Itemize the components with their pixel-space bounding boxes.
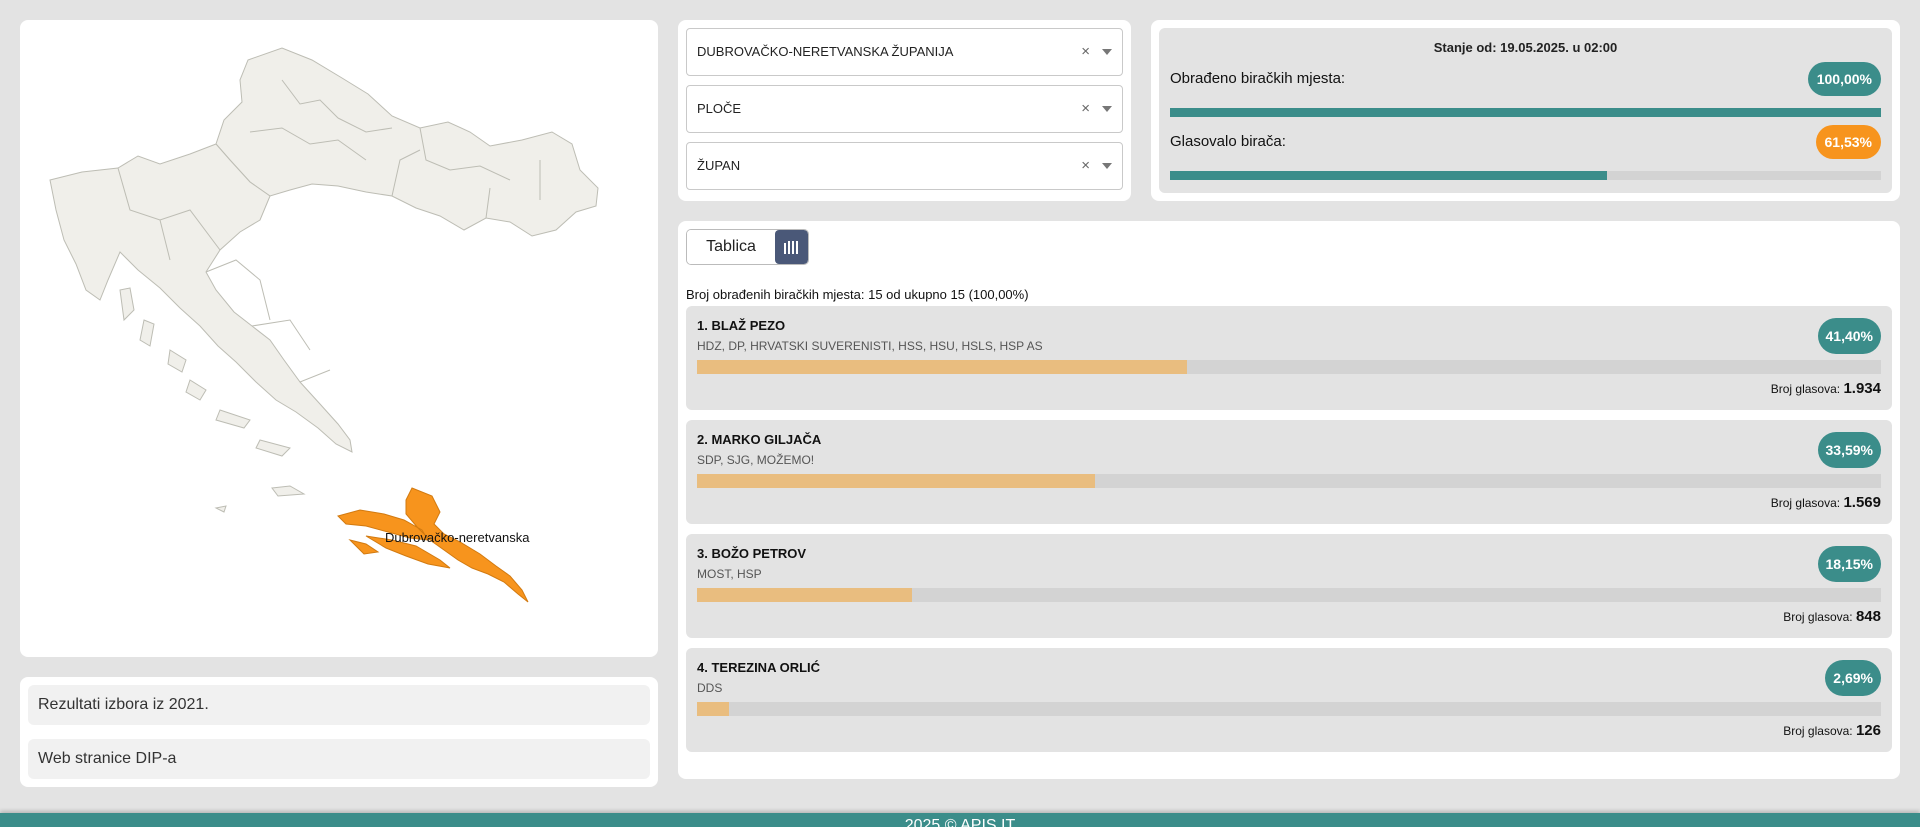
candidate-vote-bar xyxy=(697,702,1881,716)
votes-count: 1.934 xyxy=(1843,380,1881,397)
processed-progress-fill xyxy=(1170,108,1881,117)
candidate-name: 2. MARKO GILJAČA xyxy=(697,432,822,447)
votes-label: Broj glasova: xyxy=(1783,610,1853,624)
county-select-value: DUBROVAČKO-NERETVANSKA ŽUPANIJA xyxy=(697,44,954,59)
election-type-select[interactable]: ŽUPAN × xyxy=(686,142,1123,190)
status-panel: Stanje od: 19.05.2025. u 02:00 Obrađeno … xyxy=(1151,20,1900,201)
candidate-votes: Broj glasova: 126 xyxy=(1783,722,1881,739)
turnout-progress-fill xyxy=(1170,171,1608,180)
footer-copyright: 2025 © APIS IT xyxy=(904,817,1016,827)
candidate-votes: Broj glasova: 1.934 xyxy=(1771,380,1881,397)
candidate-row: 4. TEREZINA ORLIĆ DDS 2,69% Broj glasova: 1… xyxy=(686,648,1892,752)
candidate-vote-bar xyxy=(697,360,1881,374)
map-region-interior-lines xyxy=(249,79,541,219)
votes-label: Broj glasova: xyxy=(1770,496,1841,510)
footer: 2025 © APIS IT xyxy=(0,813,1920,827)
candidate-row: 1. BLAŽ PEZO HDZ, DP, HRVATSKI SUVERENIST… xyxy=(686,306,1892,410)
clear-icon[interactable]: × xyxy=(1081,43,1090,60)
status-timestamp: Stanje od: 19.05.2025. u 02:00 xyxy=(1433,40,1618,55)
candidate-parties: SDP, SJG, MOŽEMO! xyxy=(697,453,815,467)
candidate-percent-badge: 2,69% xyxy=(1825,660,1881,696)
turnout-progress-bar xyxy=(1170,171,1881,180)
candidate-row: 2. MARKO GILJAČA SDP, SJG, MOŽEMO! 33,59% B… xyxy=(686,420,1892,524)
processed-label: Obrađeno biračkih mjesta: xyxy=(1170,70,1346,87)
municipality-select-value: PLOČE xyxy=(697,101,742,116)
candidate-parties: MOST, HSP xyxy=(697,567,762,581)
candidate-percent-badge: 33,59% xyxy=(1817,432,1881,468)
candidate-percent-badge: 41,40% xyxy=(1817,318,1881,354)
candidate-name: 4. TEREZINA ORLIĆ xyxy=(697,660,821,675)
results-panel: Tablica Broj obrađenih biračkih mjesta: … xyxy=(678,221,1900,779)
view-toggle: Tablica xyxy=(686,229,809,265)
candidate-percent-badge: 18,15% xyxy=(1817,546,1881,582)
turnout-label: Glasovalo birača: xyxy=(1170,133,1286,150)
candidate-vote-bar xyxy=(697,474,1881,488)
county-select[interactable]: DUBROVAČKO-NERETVANSKA ŽUPANIJA × xyxy=(686,28,1123,76)
candidate-parties: DDS xyxy=(697,681,723,695)
map-region-west[interactable] xyxy=(49,143,353,453)
candidate-vote-bar-fill xyxy=(697,360,1188,374)
turnout-badge: 61,53% xyxy=(1815,125,1881,159)
chart-view-button[interactable] xyxy=(775,230,808,264)
candidate-name: 1. BLAŽ PEZO xyxy=(697,318,786,333)
chevron-down-icon[interactable] xyxy=(1102,163,1112,169)
candidate-name: 3. BOŽO PETROV xyxy=(697,546,807,561)
votes-label: Broj glasova: xyxy=(1770,382,1841,396)
candidate-vote-bar-fill xyxy=(697,588,912,602)
votes-count: 848 xyxy=(1855,608,1881,625)
table-view-button[interactable]: Tablica xyxy=(687,230,775,264)
votes-label: Broj glasova: xyxy=(1783,724,1853,738)
votes-count: 126 xyxy=(1855,722,1881,739)
chevron-down-icon[interactable] xyxy=(1102,106,1112,112)
candidate-parties: HDZ, DP, HRVATSKI SUVERENISTI, HSS, HSU,… xyxy=(697,339,1043,353)
candidate-votes: Broj glasova: 848 xyxy=(1783,608,1881,625)
croatia-map-svg[interactable] xyxy=(20,20,658,657)
map-region-west-lines xyxy=(117,167,331,383)
candidate-vote-bar-fill xyxy=(697,702,729,716)
map-region-label: Dubrovačko-neretvanska xyxy=(385,530,530,545)
link-results-2021[interactable]: Rezultati izbora iz 2021. xyxy=(28,685,650,725)
county-map[interactable]: Dubrovačko-neretvanska xyxy=(20,20,658,657)
processed-stations-text: Broj obrađenih biračkih mjesta: 15 od uk… xyxy=(686,287,1029,302)
candidate-row: 3. BOŽO PETROV MOST, HSP 18,15% Broj glasov… xyxy=(686,534,1892,638)
clear-icon[interactable]: × xyxy=(1081,157,1090,174)
election-type-select-value: ŽUPAN xyxy=(697,158,741,173)
filter-panel: DUBROVAČKO-NERETVANSKA ŽUPANIJA × PLOČE … xyxy=(678,20,1131,201)
candidate-votes: Broj glasova: 1.569 xyxy=(1771,494,1881,511)
bar-chart-icon xyxy=(784,241,798,254)
chevron-down-icon[interactable] xyxy=(1102,49,1112,55)
processed-progress-bar xyxy=(1170,108,1881,117)
candidate-vote-bar xyxy=(697,588,1881,602)
candidate-vote-bar-fill xyxy=(697,474,1095,488)
links-panel: Rezultati izbora iz 2021. Web stranice D… xyxy=(20,677,658,787)
map-region-dubrovacko-neretvanska[interactable] xyxy=(337,487,529,603)
link-dip-website[interactable]: Web stranice DIP-a xyxy=(28,739,650,779)
votes-count: 1.569 xyxy=(1843,494,1881,511)
map-region-north[interactable] xyxy=(215,47,599,237)
processed-badge: 100,00% xyxy=(1807,62,1881,96)
municipality-select[interactable]: PLOČE × xyxy=(686,85,1123,133)
map-islands xyxy=(119,287,306,513)
clear-icon[interactable]: × xyxy=(1081,100,1090,117)
